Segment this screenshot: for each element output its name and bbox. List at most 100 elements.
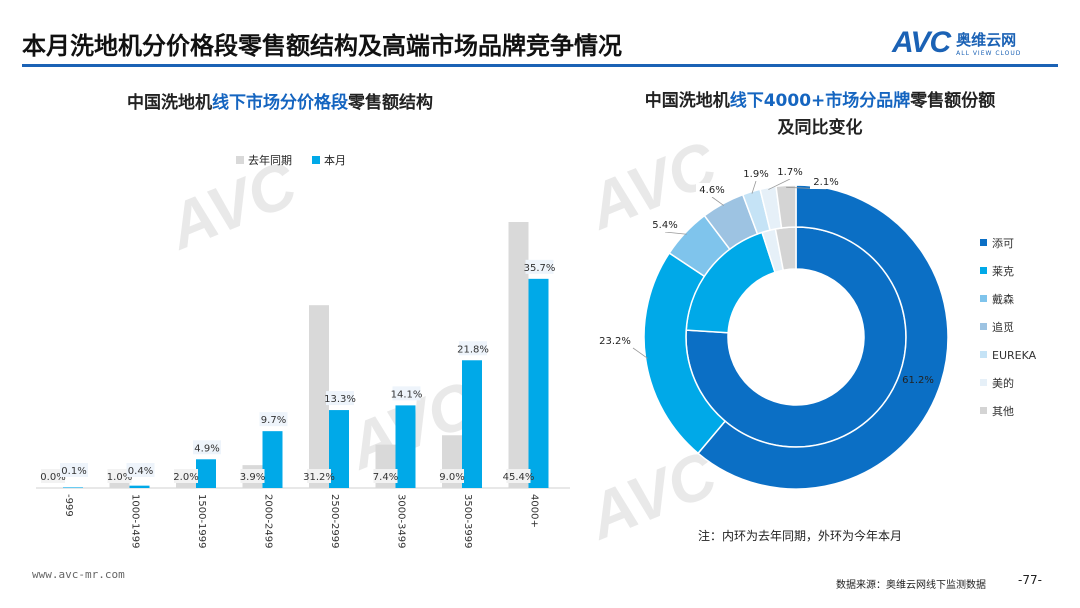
svg-text:3.9%: 3.9% <box>240 472 265 483</box>
svg-text:1.0%: 1.0% <box>107 472 132 483</box>
header-divider <box>22 64 1058 67</box>
donut-data-label: 1.7% <box>768 165 806 190</box>
page-title: 本月洗地机分价格段零售额结构及高端市场品牌竞争情况 <box>22 32 622 60</box>
svg-text:EUREKA: EUREKA <box>992 349 1037 362</box>
svg-text:4.9%: 4.9% <box>194 443 219 454</box>
svg-text:13.3%: 13.3% <box>324 394 356 405</box>
data-label-prev: 31.2% <box>303 469 335 483</box>
donut-data-label: 1.9% <box>740 167 772 194</box>
legend-item: 其他 <box>980 405 1014 418</box>
data-label-cur: 0.4% <box>126 463 155 477</box>
donut-data-label: 2.1% <box>786 175 842 190</box>
logo-mark: AVC <box>892 26 951 59</box>
data-label-cur: 4.9% <box>193 440 221 455</box>
donut-outer-slice <box>775 184 797 229</box>
svg-text:美的: 美的 <box>992 376 1014 390</box>
donut-chart: 61.2% 23.2% 5.4% 4.6% 1.9% 1.7% 2.1% <box>599 165 949 490</box>
legend-item: 追觅 <box>980 320 1014 334</box>
bar-prev <box>109 482 130 488</box>
bar-chart: 0.0%0.1% -999 1.0%0.4% 1000-1499 2.0% 4.9% 150… <box>36 222 570 549</box>
data-label-cur: 21.8% <box>457 341 489 356</box>
svg-text:61.2%: 61.2% <box>902 375 934 386</box>
data-label-prev: 1.0% <box>107 469 132 483</box>
data-label-cur: 35.7% <box>524 259 556 274</box>
svg-text:其他: 其他 <box>992 405 1014 418</box>
svg-text:0.1%: 0.1% <box>61 466 86 477</box>
data-label-prev: 9.0% <box>439 469 465 483</box>
donut-data-label: 4.6% <box>696 183 728 206</box>
data-source: 数据来源：奥维云网线下监测数据 <box>836 580 986 591</box>
x-tick-label: 3500-3999 <box>462 494 473 549</box>
x-tick-label: 1000-1499 <box>130 494 141 549</box>
donut-note: 注：内环为去年同期，外环为今年本月 <box>698 529 903 543</box>
svg-text:23.2%: 23.2% <box>599 336 631 347</box>
svg-text:戴森: 戴森 <box>992 292 1014 306</box>
donut-chart-title: 中国洗地机线下4000+市场分品牌零售额份额 及同比变化 <box>644 91 996 138</box>
donut-outer-slice <box>697 184 949 490</box>
bar-cur <box>395 405 416 488</box>
bar-prev <box>43 488 63 489</box>
svg-text:4.6%: 4.6% <box>699 185 724 196</box>
legend-item-cur: 本月 <box>312 152 346 168</box>
watermarks: AVC AVC AVC AVC <box>156 127 726 554</box>
svg-text:0.0%: 0.0% <box>40 472 65 483</box>
donut-data-label: 61.2% <box>902 375 934 386</box>
legend-item: 添可 <box>980 236 1014 250</box>
data-label-cur: 0.1% <box>60 463 88 477</box>
bar-cur <box>462 360 482 488</box>
data-label-cur: 14.1% <box>391 386 423 401</box>
bar-cur <box>528 278 549 488</box>
x-tick-label: 4000+ <box>529 494 540 528</box>
logo-chinese-name: 奥维云网 <box>956 31 1017 49</box>
bar-cur <box>129 485 150 488</box>
data-label-prev: 2.0% <box>173 469 199 483</box>
footer-url: www.avc-mr.com <box>32 568 125 581</box>
svg-text:0.4%: 0.4% <box>128 466 153 477</box>
x-tick-label: 1500-1999 <box>196 494 207 549</box>
svg-text:35.7%: 35.7% <box>524 263 556 274</box>
svg-text:追觅: 追觅 <box>992 320 1014 334</box>
data-label-prev: 3.9% <box>240 469 265 483</box>
svg-text:莱克: 莱克 <box>992 265 1014 278</box>
x-tick-label: 2500-2999 <box>329 494 340 549</box>
svg-text:9.0%: 9.0% <box>439 472 464 483</box>
bar-cur <box>63 487 83 489</box>
svg-text:2.1%: 2.1% <box>813 177 838 188</box>
bar-legend: 去年同期 本月 <box>236 152 346 168</box>
svg-text:9.7%: 9.7% <box>261 415 286 426</box>
data-label-prev: 7.4% <box>373 469 398 483</box>
donut-data-label: 5.4% <box>649 218 687 235</box>
x-tick-label: -999 <box>63 494 74 517</box>
legend-item: 莱克 <box>980 265 1014 278</box>
page-number: -77- <box>1018 573 1042 587</box>
data-label-cur: 13.3% <box>324 391 356 406</box>
svg-text:1.7%: 1.7% <box>777 167 802 178</box>
svg-text:14.1%: 14.1% <box>391 389 423 400</box>
x-tick-label: 3000-3499 <box>396 494 407 549</box>
svg-text:2.0%: 2.0% <box>173 472 198 483</box>
data-label-cur: 9.7% <box>259 412 288 427</box>
bar-prev <box>309 305 329 488</box>
legend-item-prev: 去年同期 <box>236 152 292 168</box>
bar-cur <box>196 459 216 488</box>
bar-chart-title: 中国洗地机线下市场分价格段零售额结构 <box>127 93 433 113</box>
svg-text:31.2%: 31.2% <box>303 472 335 483</box>
bar-prev <box>508 222 529 488</box>
data-label-prev: 45.4% <box>503 469 534 483</box>
bar-cur <box>262 431 283 488</box>
bar-cur <box>329 410 349 488</box>
svg-text:21.8%: 21.8% <box>457 344 489 355</box>
svg-text:添可: 添可 <box>992 236 1014 250</box>
legend-item: 美的 <box>980 376 1014 390</box>
svg-text:5.4%: 5.4% <box>652 220 677 231</box>
legend-item: EUREKA <box>980 349 1037 362</box>
svg-text:7.4%: 7.4% <box>373 472 398 483</box>
x-tick-label: 2000-2499 <box>263 494 274 549</box>
svg-text:1.9%: 1.9% <box>743 169 768 180</box>
data-label-prev: 0.0% <box>40 469 66 483</box>
legend-item: 戴森 <box>980 292 1014 306</box>
logo-english-name: ALL VIEW CLOUD <box>956 50 1022 57</box>
donut-data-label: 23.2% <box>599 334 648 359</box>
